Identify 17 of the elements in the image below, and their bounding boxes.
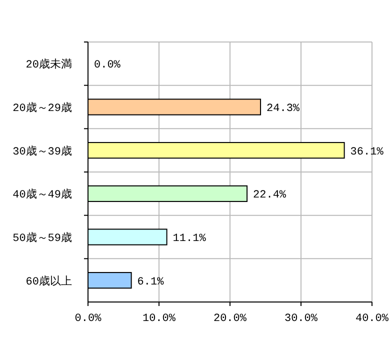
data-label: 22.4%: [253, 190, 286, 202]
y-tick-label: 60歳以上: [26, 274, 72, 288]
x-tick-label: 30.0%: [284, 313, 318, 325]
x-tick-label: 10.0%: [142, 313, 176, 325]
x-tick-label: 20.0%: [213, 313, 247, 325]
x-tick-label: 0.0%: [74, 313, 102, 325]
x-tick-label: 40.0%: [355, 313, 389, 325]
data-label: 11.1%: [172, 233, 206, 245]
data-label: 24.3%: [266, 103, 300, 115]
data-label: 0.0%: [94, 60, 121, 72]
data-label: 6.1%: [137, 276, 164, 288]
y-tick-label: 30歳～39歳: [12, 144, 72, 158]
y-tick-label: 20歳未満: [26, 58, 72, 72]
y-tick-label: 50歳～59歳: [12, 231, 72, 245]
y-tick-label: 20歳～29歳: [12, 101, 72, 115]
y-tick-label: 40歳～49歳: [12, 188, 72, 202]
data-label: 36.1%: [350, 146, 384, 158]
